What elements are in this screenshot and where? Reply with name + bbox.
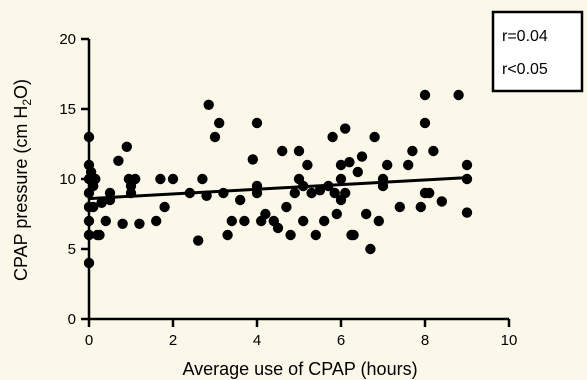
data-point [134,218,145,229]
data-point [453,89,464,101]
data-point [96,197,107,208]
y-tick-label: 15 [59,101,76,118]
data-point [306,187,317,199]
data-point [203,99,214,111]
x-tick-label: 2 [169,332,177,349]
x-tick-label: 6 [337,332,345,349]
x-axis-ticks: 0 2 4 6 8 10 [85,319,518,349]
data-point [260,208,271,220]
data-point [100,215,112,227]
x-tick-label: 8 [421,332,429,349]
x-tick-label: 4 [253,332,261,349]
data-point [329,187,340,199]
data-point [302,159,313,171]
data-point [419,117,431,129]
data-point [348,229,359,241]
stats-box-border [491,10,584,93]
y-axis-title-part-1: CPAP pressure (cm H [11,106,31,281]
data-point [235,194,246,206]
data-point [327,131,338,143]
data-point [113,155,124,166]
data-point [314,185,326,196]
data-point [222,229,233,241]
data-point [251,117,263,129]
data-point [461,207,473,218]
data-point [461,159,473,171]
data-point [209,131,221,143]
y-axis-title-part-2: O) [11,79,31,99]
data-point [130,173,141,185]
data-point [281,201,292,213]
y-tick-label: 0 [68,311,76,328]
data-point [167,173,179,185]
data-point [298,215,309,227]
data-point [369,131,380,143]
trend-line [88,176,468,201]
data-point [403,159,414,171]
data-point [335,173,347,185]
y-axis-title: CPAP pressure (cm H2O) [11,79,34,281]
data-point [340,187,351,199]
stats-p-value: r<0.05 [502,61,548,78]
stats-box: r=0.04 r<0.05 [491,10,584,93]
stats-r-value: r=0.04 [502,28,548,45]
x-axis-title: Average use of CPAP (hours) [182,359,417,379]
data-point [373,215,384,227]
data-point [104,187,116,199]
data-point [277,145,288,157]
data-point [90,173,101,185]
data-point [394,201,405,213]
data-point [285,229,296,241]
data-point [331,208,342,220]
data-point [335,159,347,171]
data-point [197,173,208,185]
data-point [226,215,237,227]
data-point [415,201,426,213]
y-axis-ticks: 0 5 10 15 20 [59,31,89,328]
data-point [356,151,368,162]
data-point [272,222,284,234]
data-point [419,89,431,101]
data-point [293,145,305,157]
data-point [218,187,229,199]
data-point [424,187,435,199]
data-point [155,173,166,185]
data-point [340,123,351,134]
data-point [214,117,225,129]
data-point [247,154,258,165]
y-tick-label: 10 [59,171,76,188]
data-point [365,243,376,255]
y-tick-label: 5 [68,241,76,258]
x-tick-label: 10 [501,332,518,349]
data-point [361,208,372,220]
data-point [344,157,355,168]
data-point [428,145,439,157]
data-point [193,235,204,246]
data-point [319,215,330,227]
data-point [159,201,170,213]
data-point [117,218,128,229]
data-point [239,215,250,227]
data-point [88,201,99,213]
y-tick-label: 20 [59,31,76,48]
data-point [151,215,162,227]
data-point [310,229,321,241]
y-axis-title-subscript: 2 [20,99,34,106]
data-point [94,229,105,241]
data-point [407,145,418,157]
data-point [121,141,132,152]
data-point [382,159,393,171]
data-point [289,187,300,199]
x-tick-label: 0 [85,332,93,349]
data-points [83,89,473,269]
data-point [352,166,363,178]
data-point [436,196,447,207]
